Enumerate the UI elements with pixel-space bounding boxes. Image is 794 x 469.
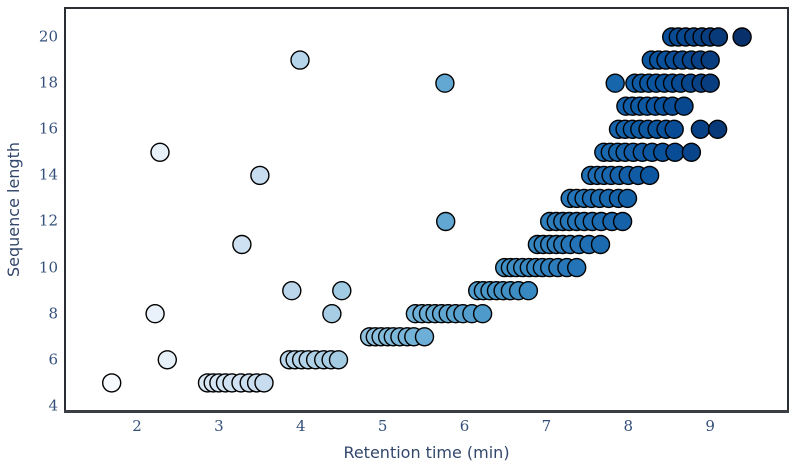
y-tick-label: 14 — [38, 165, 58, 184]
data-point — [700, 50, 720, 70]
y-tick-label: 6 — [48, 350, 58, 369]
data-point — [472, 304, 493, 324]
data-point — [332, 281, 352, 301]
data-point — [690, 119, 711, 140]
data-point — [145, 304, 165, 324]
data-point — [282, 281, 302, 301]
data-point — [328, 350, 349, 370]
data-point — [665, 142, 685, 163]
x-tick-label: 5 — [377, 417, 388, 435]
y-tick-label: 20 — [38, 27, 58, 46]
data-point — [590, 234, 611, 255]
y-tick-label: 18 — [38, 73, 58, 92]
y-tick-label: 10 — [38, 258, 58, 277]
data-point — [732, 27, 752, 47]
data-point — [435, 73, 455, 93]
data-point — [157, 350, 178, 370]
data-point — [700, 73, 720, 93]
y-tick-label: 16 — [38, 119, 58, 138]
data-point — [605, 73, 625, 93]
x-tick-label: 6 — [459, 417, 470, 435]
data-point — [436, 211, 456, 232]
data-point — [612, 211, 633, 232]
data-point — [664, 119, 684, 140]
x-tick-label: 4 — [296, 417, 306, 435]
x-tick-label: 3 — [214, 417, 224, 435]
data-point — [322, 304, 342, 324]
data-point — [250, 165, 270, 186]
data-point — [414, 327, 435, 347]
x-axis-label: Retention time (min) — [343, 443, 510, 462]
x-tick-label: 8 — [623, 417, 634, 435]
y-tick-label: 12 — [38, 211, 58, 230]
data-point — [707, 119, 728, 140]
x-tick-label: 2 — [132, 417, 142, 435]
y-tick-label: 8 — [48, 304, 58, 323]
data-point — [617, 188, 638, 209]
data-point — [232, 234, 252, 255]
data-point — [290, 50, 310, 70]
y-axis-label: Sequence length — [4, 142, 23, 278]
data-point — [518, 281, 539, 301]
data-point — [150, 142, 170, 163]
x-tick-label: 9 — [705, 417, 715, 435]
data-point — [254, 373, 274, 393]
data-point — [639, 165, 660, 186]
x-tick-label: 7 — [541, 417, 552, 435]
data-point — [681, 142, 702, 163]
data-point — [567, 257, 587, 278]
data-point — [101, 373, 122, 393]
data-point — [674, 96, 694, 116]
y-tick-label: 4 — [48, 396, 58, 415]
data-point — [708, 27, 729, 47]
